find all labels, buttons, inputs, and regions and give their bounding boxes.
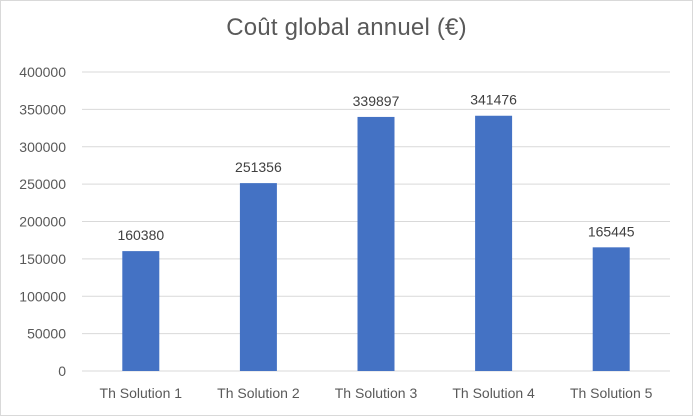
y-tick-label: 0 [58,363,66,379]
y-tick-label: 150000 [19,251,66,267]
y-tick-label: 200000 [19,214,66,230]
y-tick-label: 100000 [19,288,66,304]
data-label: 339897 [353,93,400,109]
bars [122,115,630,371]
bar [239,183,277,371]
x-tick-label: Th Solution 2 [217,385,300,401]
y-tick-label: 300000 [19,139,66,155]
data-label: 251356 [235,159,282,175]
data-label: 165445 [588,223,635,239]
y-tick-label: 400000 [19,64,66,80]
data-labels: 160380 251356 339897 341476 165445 [117,92,634,243]
x-tick-label: Th Solution 4 [452,385,535,401]
bar [122,251,160,371]
data-label: 341476 [470,92,517,108]
chart-title: Coût global annuel (€) [226,14,467,41]
bar [357,116,395,371]
bar [475,115,513,371]
x-tick-label: Th Solution 5 [570,385,653,401]
x-tick-label: Th Solution 1 [100,385,183,401]
y-axis-ticks: 0 50000 100000 150000 200000 250000 300000 3500… [19,64,66,379]
y-tick-label: 350000 [19,101,66,117]
bar [592,247,630,371]
x-tick-label: Th Solution 3 [335,385,418,401]
x-axis-ticks: Th Solution 1 Th Solution 2 Th Solution 3 T… [100,385,653,401]
y-tick-label: 250000 [19,176,66,192]
y-tick-label: 50000 [27,326,66,342]
data-label: 160380 [117,227,164,243]
